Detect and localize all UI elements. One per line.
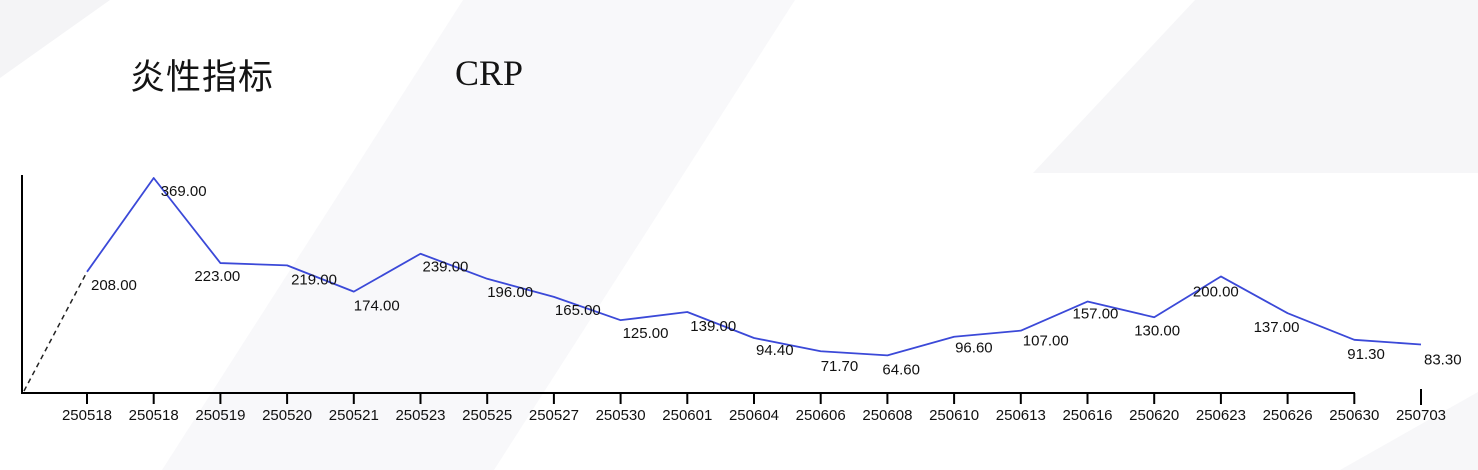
data-point-label: 91.30 <box>1347 346 1385 363</box>
x-tick-label: 250523 <box>395 407 445 424</box>
data-point-label: 208.00 <box>91 277 137 294</box>
x-tick-label: 250608 <box>862 407 912 424</box>
x-tick-label: 250616 <box>1062 407 1112 424</box>
x-tick-label: 250604 <box>729 407 779 424</box>
x-tick-label: 250530 <box>596 407 646 424</box>
chart-title: 炎性指标 <box>130 58 275 97</box>
data-point-label: 200.00 <box>1193 283 1239 300</box>
data-point-label: 196.00 <box>487 284 533 301</box>
x-tick-label: 250601 <box>662 407 712 424</box>
data-point-label: 369.00 <box>161 183 207 200</box>
data-point-label: 96.60 <box>955 340 993 357</box>
data-point-label: 64.60 <box>882 361 920 378</box>
data-point-label: 165.00 <box>555 302 601 319</box>
leadin-dashed-line <box>23 271 88 392</box>
x-tick-label: 250620 <box>1129 407 1179 424</box>
x-tick-label: 250630 <box>1329 407 1379 424</box>
data-point-label: 83.30 <box>1424 351 1462 368</box>
trend-line <box>86 177 1422 357</box>
data-point-label: 139.00 <box>690 318 736 335</box>
x-tick-label: 250613 <box>996 407 1046 424</box>
x-tick-label: 250518 <box>129 407 179 424</box>
data-point-label: 107.00 <box>1023 333 1069 350</box>
data-point-label: 239.00 <box>423 259 469 276</box>
data-point-label: 130.00 <box>1134 322 1180 339</box>
x-tick-label: 250519 <box>195 407 245 424</box>
data-point-label: 174.00 <box>354 298 400 315</box>
x-tick-label: 250703 <box>1396 407 1446 424</box>
x-tick-label: 250623 <box>1196 407 1246 424</box>
data-point-label: 223.00 <box>194 268 240 285</box>
x-tick-label: 250520 <box>262 407 312 424</box>
x-tick-label: 250525 <box>462 407 512 424</box>
x-tick-label: 250610 <box>929 407 979 424</box>
data-point-label: 71.70 <box>821 358 859 375</box>
data-point-label: 219.00 <box>291 271 337 288</box>
data-point-label: 157.00 <box>1073 306 1119 323</box>
x-tick-label: 250626 <box>1263 407 1313 424</box>
x-tick-label: 250606 <box>796 407 846 424</box>
x-tick-label: 250527 <box>529 407 579 424</box>
data-point-label: 94.40 <box>756 342 794 359</box>
data-point-label: 137.00 <box>1254 319 1300 336</box>
series-name-label: CRP <box>455 53 524 93</box>
x-tick-label: 250521 <box>329 407 379 424</box>
data-point-label: 125.00 <box>623 325 669 342</box>
x-tick-label: 250518 <box>62 407 112 424</box>
